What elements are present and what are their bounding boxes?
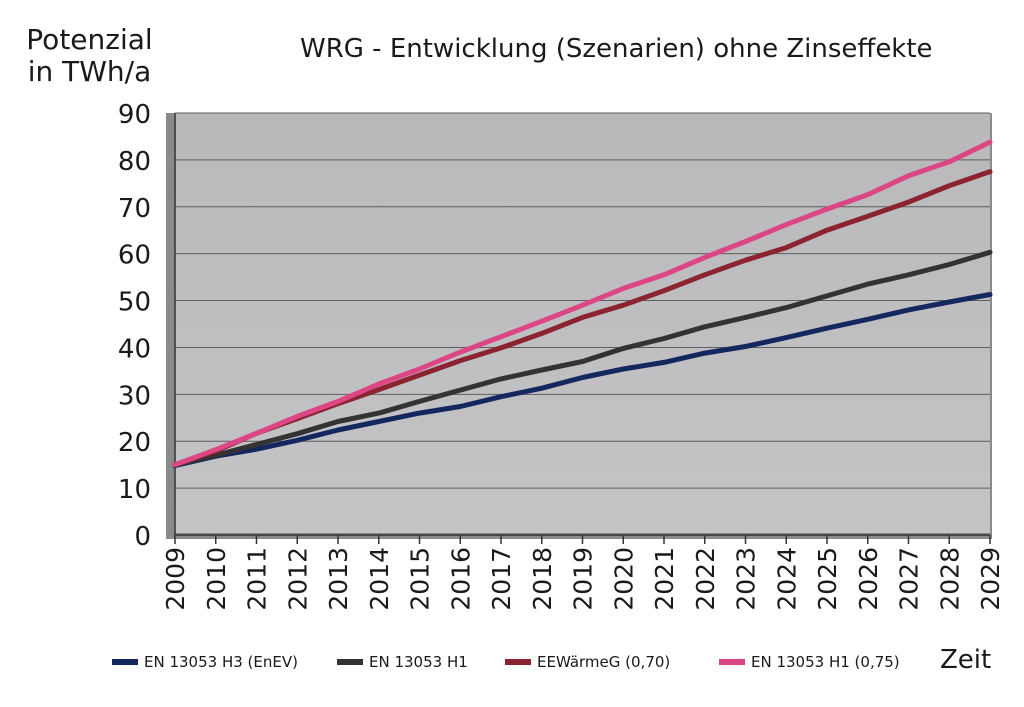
x-tick-label: 2020 [609,547,638,611]
legend-item-eewaermeg: EEWärmeG (0,70) [505,652,670,672]
y-tick-label: 10 [118,475,151,505]
gridlines [175,112,990,489]
x-tick-label: 2017 [487,547,516,611]
x-tick-label: 2012 [283,547,312,611]
x-tick-label: 2027 [895,547,924,611]
series-lines [172,139,993,469]
x-tick-labels: 2009 2010 2011 2012 2013 2014 2015 2016 2017 2018… [161,547,1005,611]
legend-swatch [337,659,363,665]
legend-swatch [719,659,745,665]
x-tick-label: 2016 [446,547,475,611]
series-line-1 [172,292,993,469]
x-tick-label: 2028 [935,547,964,611]
legend-item-en13053-h3: EN 13053 H3 (EnEV) [112,652,298,672]
legend-label: EN 13053 H1 [369,653,468,671]
x-axis-title: Zeit [940,645,992,675]
x-tick-label: 2011 [243,547,272,611]
x-tick-label: 2014 [365,547,394,611]
legend-item-en13053-h1: EN 13053 H1 [337,652,468,672]
y-tick-label: 90 [118,100,151,130]
legend-label: EN 13053 H1 (0,75) [751,653,900,671]
y-tick-label: 80 [118,147,151,177]
x-tick-label: 2010 [202,547,231,611]
y-tick-label: 30 [118,381,151,411]
y-tick-label: 0 [134,522,151,552]
y-axis-title: Potenzial in TWh/a [26,23,153,88]
x-tick-label: 2019 [569,547,598,611]
x-tick-label: 2023 [732,547,761,611]
legend-label: EEWärmeG (0,70) [537,653,671,671]
legend-swatch [505,659,531,665]
y-tick-label: 20 [118,428,151,458]
y-tick-label: 50 [118,288,151,318]
plot-area [175,113,990,533]
chart-title: WRG - Entwicklung (Szenarien) ohne Zinse… [300,34,933,64]
legend-swatch [112,659,138,665]
y-tick-labels: 0 10 20 30 40 50 60 70 80 90 [118,100,151,552]
y-tick-label: 60 [118,241,151,271]
y-tick-label: 70 [118,194,151,224]
x-tick-label: 2013 [324,547,353,611]
x-tick-label: 2015 [406,547,435,611]
x-tick-label: 2025 [813,547,842,611]
series-line-4 [172,139,993,468]
x-tick-label: 2009 [161,547,190,611]
x-tick-label: 2018 [528,547,557,611]
y-tick-label: 40 [118,334,151,364]
series-line-2 [172,249,993,468]
x-ticks [174,535,991,544]
legend-item-en13053-h1-075: EN 13053 H1 (0,75) [719,652,900,672]
x-tick-label: 2022 [691,547,720,611]
x-tick-label: 2024 [772,547,801,611]
legend-label: EN 13053 H3 (EnEV) [144,653,298,671]
x-tick-label: 2026 [854,547,883,611]
x-tick-label: 2021 [650,547,679,611]
x-tick-label: 2029 [976,547,1005,611]
